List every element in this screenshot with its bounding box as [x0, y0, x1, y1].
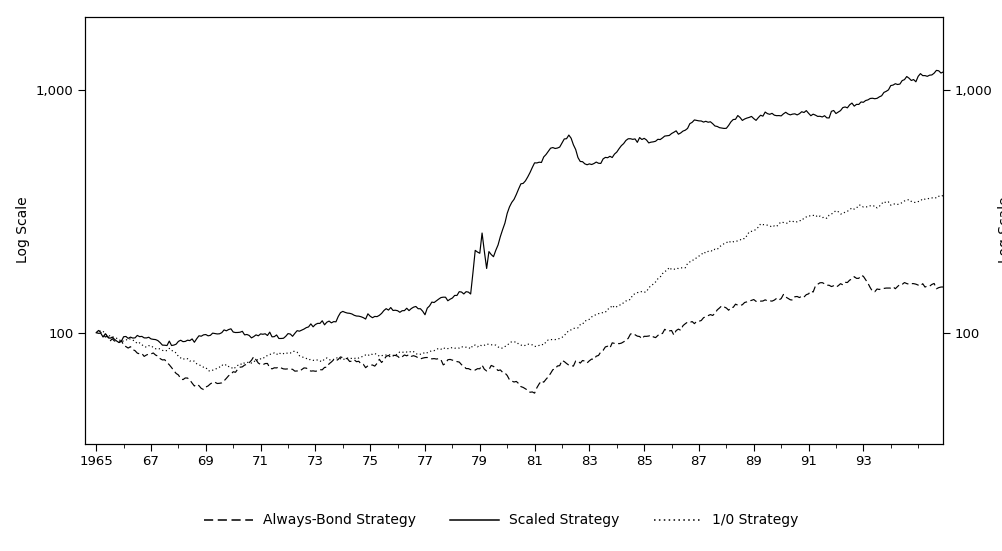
Legend: Always-Bond Strategy, Scaled Strategy, 1/0 Strategy: Always-Bond Strategy, Scaled Strategy, 1…	[198, 508, 804, 533]
Y-axis label: Log Scale: Log Scale	[16, 197, 30, 263]
Y-axis label: Log Scale: Log Scale	[997, 197, 1002, 263]
